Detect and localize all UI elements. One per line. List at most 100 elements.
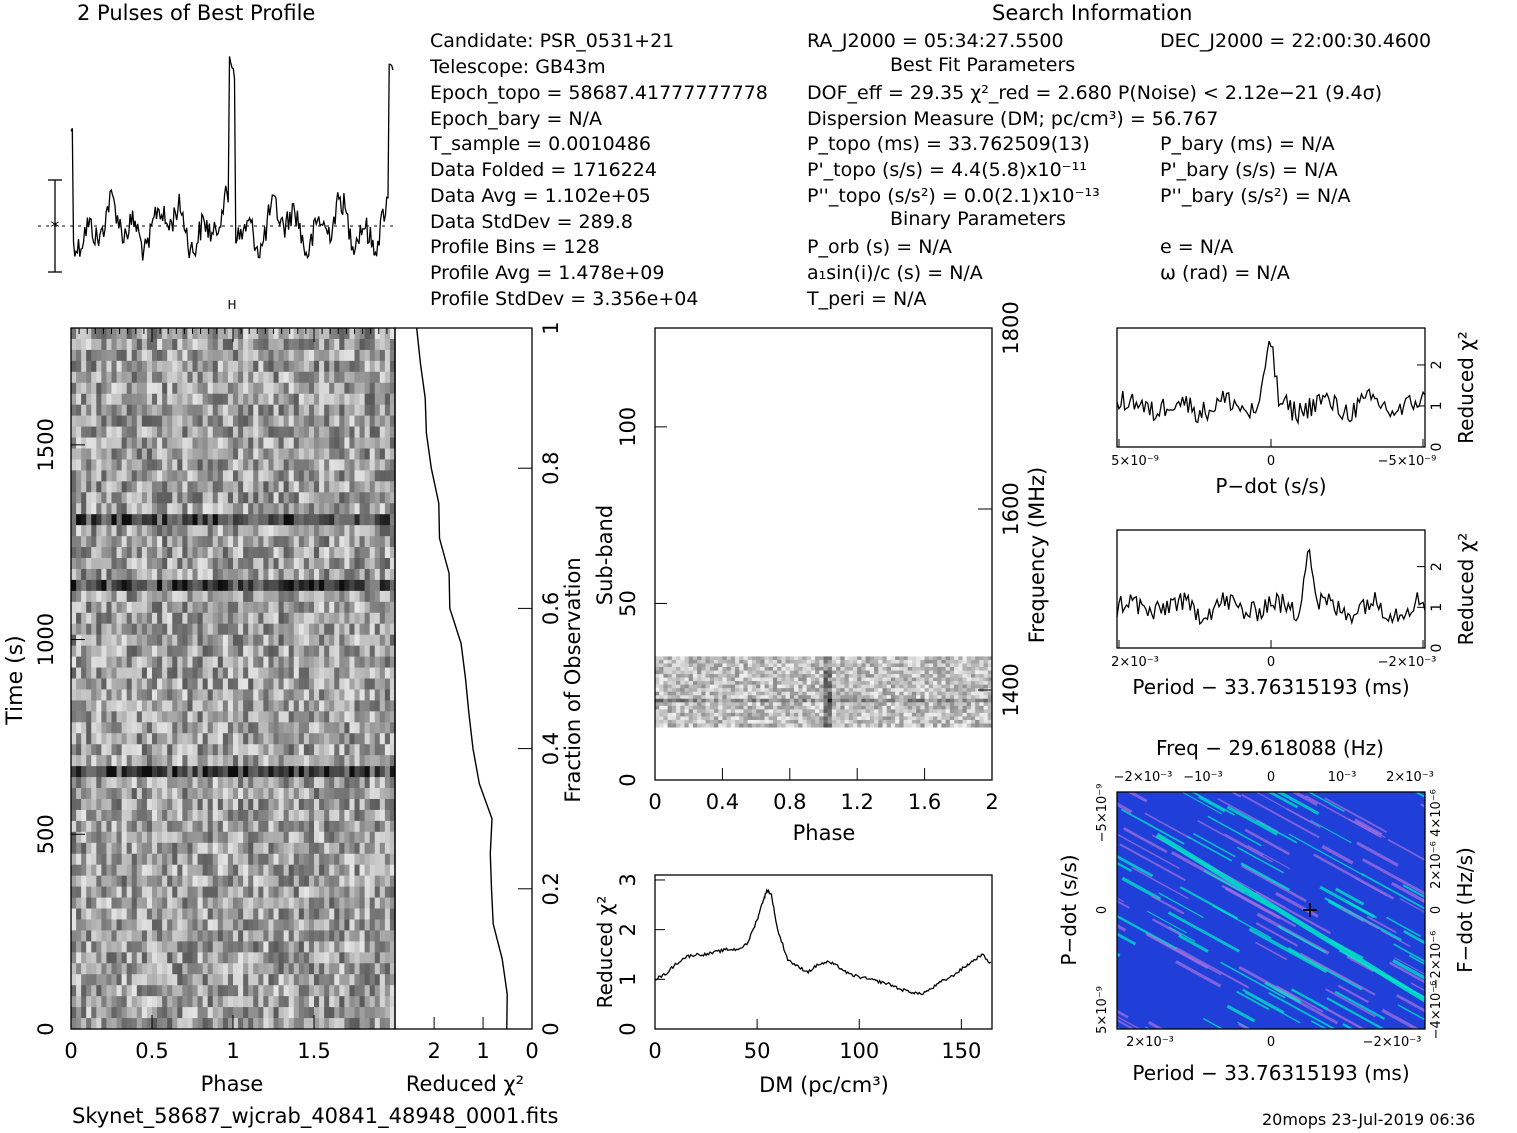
time-phase-cell <box>167 777 173 789</box>
time-phase-cell <box>217 667 224 680</box>
time-phase-cell <box>106 974 113 986</box>
time-phase-cell <box>106 831 113 844</box>
time-phase-cell <box>207 514 214 526</box>
subband-cell <box>743 667 749 672</box>
time-phase-cell <box>344 404 351 417</box>
subband-cell <box>730 681 736 686</box>
time-phase-cell <box>177 941 183 953</box>
time-phase-cell <box>293 820 300 833</box>
info-tsample: T_sample = 0.0010486 <box>430 133 651 155</box>
time-phase-cell <box>243 481 249 493</box>
time-phase-cell <box>369 338 376 351</box>
subband-cell <box>836 656 841 661</box>
time-phase-cell <box>202 328 209 340</box>
time-phase-cell <box>384 1007 391 1019</box>
subband-cell <box>709 659 715 664</box>
time-phase-cell <box>369 393 376 406</box>
time-phase-cell <box>167 788 173 800</box>
time-phase-cell <box>202 820 209 833</box>
time-phase-cell <box>141 788 148 800</box>
time-phase-cell <box>86 481 92 493</box>
time-phase-cell <box>141 875 148 888</box>
time-phase-cell <box>273 579 280 592</box>
time-phase-cell <box>217 634 224 647</box>
time-phase-cell <box>384 558 391 570</box>
subband-cell <box>848 659 854 664</box>
time-phase-cell <box>253 886 259 899</box>
time-phase-cell <box>136 426 143 439</box>
subband-cell <box>692 681 698 686</box>
subband-cell <box>970 656 976 661</box>
subband-cell <box>916 663 921 668</box>
time-phase-cell <box>167 875 173 888</box>
time-phase-cell <box>324 788 330 800</box>
time-phase-cell <box>314 930 320 942</box>
time-phase-cell <box>273 963 280 975</box>
time-phase-cell <box>243 360 249 373</box>
time-phase-cell <box>374 963 381 975</box>
time-phase-cell <box>167 711 173 723</box>
time-phase-cell <box>86 864 92 877</box>
time-phase-cell <box>187 798 194 811</box>
subband-cell <box>987 667 993 672</box>
time-phase-cell <box>324 963 330 975</box>
time-phase-cell <box>187 415 194 428</box>
time-phase-cell <box>197 579 204 592</box>
time-phase-cell <box>349 996 356 1008</box>
time-phase-cell <box>101 952 108 964</box>
time-phase-cell <box>349 766 356 778</box>
time-phase-cell <box>258 744 264 756</box>
subband-cell <box>718 681 723 686</box>
time-phase-cell <box>233 809 239 822</box>
time-phase-cell <box>116 492 123 504</box>
time-phase-cell <box>197 711 204 723</box>
time-phase-cell <box>187 963 194 975</box>
time-phase-cell <box>268 974 275 986</box>
time-phase-cell <box>96 426 102 439</box>
time-phase-cell <box>298 886 305 899</box>
time-phase-cell <box>116 525 123 537</box>
time-phase-cell <box>141 634 148 647</box>
time-phase-cell <box>101 415 108 428</box>
time-phase-cell <box>233 744 239 756</box>
time-phase-cell <box>136 667 143 680</box>
subband-cell <box>865 674 871 679</box>
time-phase-cell <box>319 711 325 723</box>
time-phase-cell <box>157 470 163 482</box>
time-phase-cell <box>359 349 366 362</box>
time-phase-cell <box>258 404 264 417</box>
subband-cell <box>713 688 719 693</box>
time-phase-cell <box>177 634 183 647</box>
time-phase-cell <box>121 547 128 559</box>
subband-cell <box>966 684 972 689</box>
subband-cell <box>743 659 749 664</box>
time-phase-cell <box>238 404 244 417</box>
subband-cell <box>975 670 980 675</box>
time-phase-cell <box>81 1018 87 1030</box>
time-phase-cell <box>152 525 158 537</box>
time-phase-cell <box>389 678 396 691</box>
time-phase-cell <box>167 722 173 734</box>
time-phase-cell <box>101 908 108 921</box>
time-phase-cell <box>339 645 345 658</box>
time-phase-cell <box>167 360 173 373</box>
time-phase-cell <box>86 798 92 811</box>
time-phase-cell <box>339 492 345 504</box>
time-phase-cell <box>141 996 148 1008</box>
time-phase-cell <box>354 328 361 340</box>
time-phase-cell <box>283 492 290 504</box>
time-phase-cell <box>141 733 148 745</box>
time-phase-cell <box>111 798 118 811</box>
subband-cell <box>916 684 921 689</box>
time-phase-cell <box>131 558 138 570</box>
time-phase-cell <box>248 820 254 833</box>
time-phase-cell <box>253 470 259 482</box>
time-phase-cell <box>81 623 87 636</box>
time-phase-cell <box>202 503 209 515</box>
time-phase-cell <box>364 809 371 822</box>
time-phase-cell <box>288 404 295 417</box>
subband-cell <box>722 688 728 693</box>
time-phase-cell <box>369 864 376 877</box>
time-phase-cell <box>101 448 108 461</box>
time-phase-cell <box>217 744 224 756</box>
